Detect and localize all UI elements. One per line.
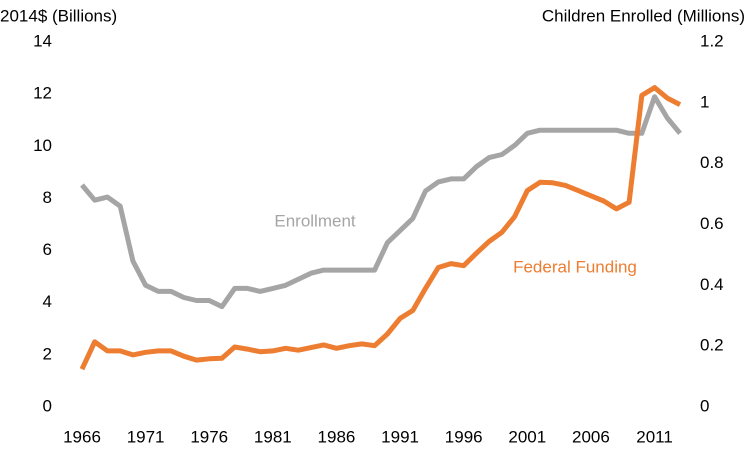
y2-tick-label: 1.2 (700, 31, 724, 50)
x-tick-label: 1991 (381, 427, 419, 446)
x-tick-label: 2011 (636, 427, 673, 446)
y-tick-label: 6 (43, 240, 52, 259)
y2-tick-label: 0.2 (700, 336, 724, 355)
x-tick-label: 1966 (63, 427, 101, 446)
x-tick-label: 1986 (318, 427, 356, 446)
line (79, 85, 682, 371)
line (80, 94, 682, 310)
x-tick-label: 2001 (508, 427, 546, 446)
y-tick-label: 14 (33, 31, 52, 50)
y-tick-label: 0 (43, 396, 52, 415)
y-tick-label: 2 (43, 344, 52, 363)
x-tick-label: 1981 (254, 427, 292, 446)
y2-tick-label: 0 (700, 396, 709, 415)
y-tick-label: 10 (33, 136, 52, 155)
y-tick-label: 12 (33, 84, 52, 103)
y2-tick-label: 1 (700, 92, 709, 111)
x-tick-label: 2006 (572, 427, 610, 446)
x-tick-label: 1996 (445, 427, 483, 446)
y2-axis-label: Children Enrolled (Millions) (542, 6, 745, 25)
y2-tick-label: 0.8 (700, 153, 724, 172)
y2-tick-label: 0.6 (700, 214, 724, 233)
y-tick-label: 4 (43, 292, 52, 311)
y2-tick-label: 0.4 (700, 275, 724, 294)
y-axis-label: 2014$ (Billions) (0, 6, 117, 25)
series-label: Federal Funding (513, 257, 637, 276)
x-tick-label: 1976 (190, 427, 228, 446)
series-label: Enrollment (274, 211, 356, 230)
x-tick-label: 1971 (127, 427, 165, 446)
y-tick-label: 8 (43, 188, 52, 207)
